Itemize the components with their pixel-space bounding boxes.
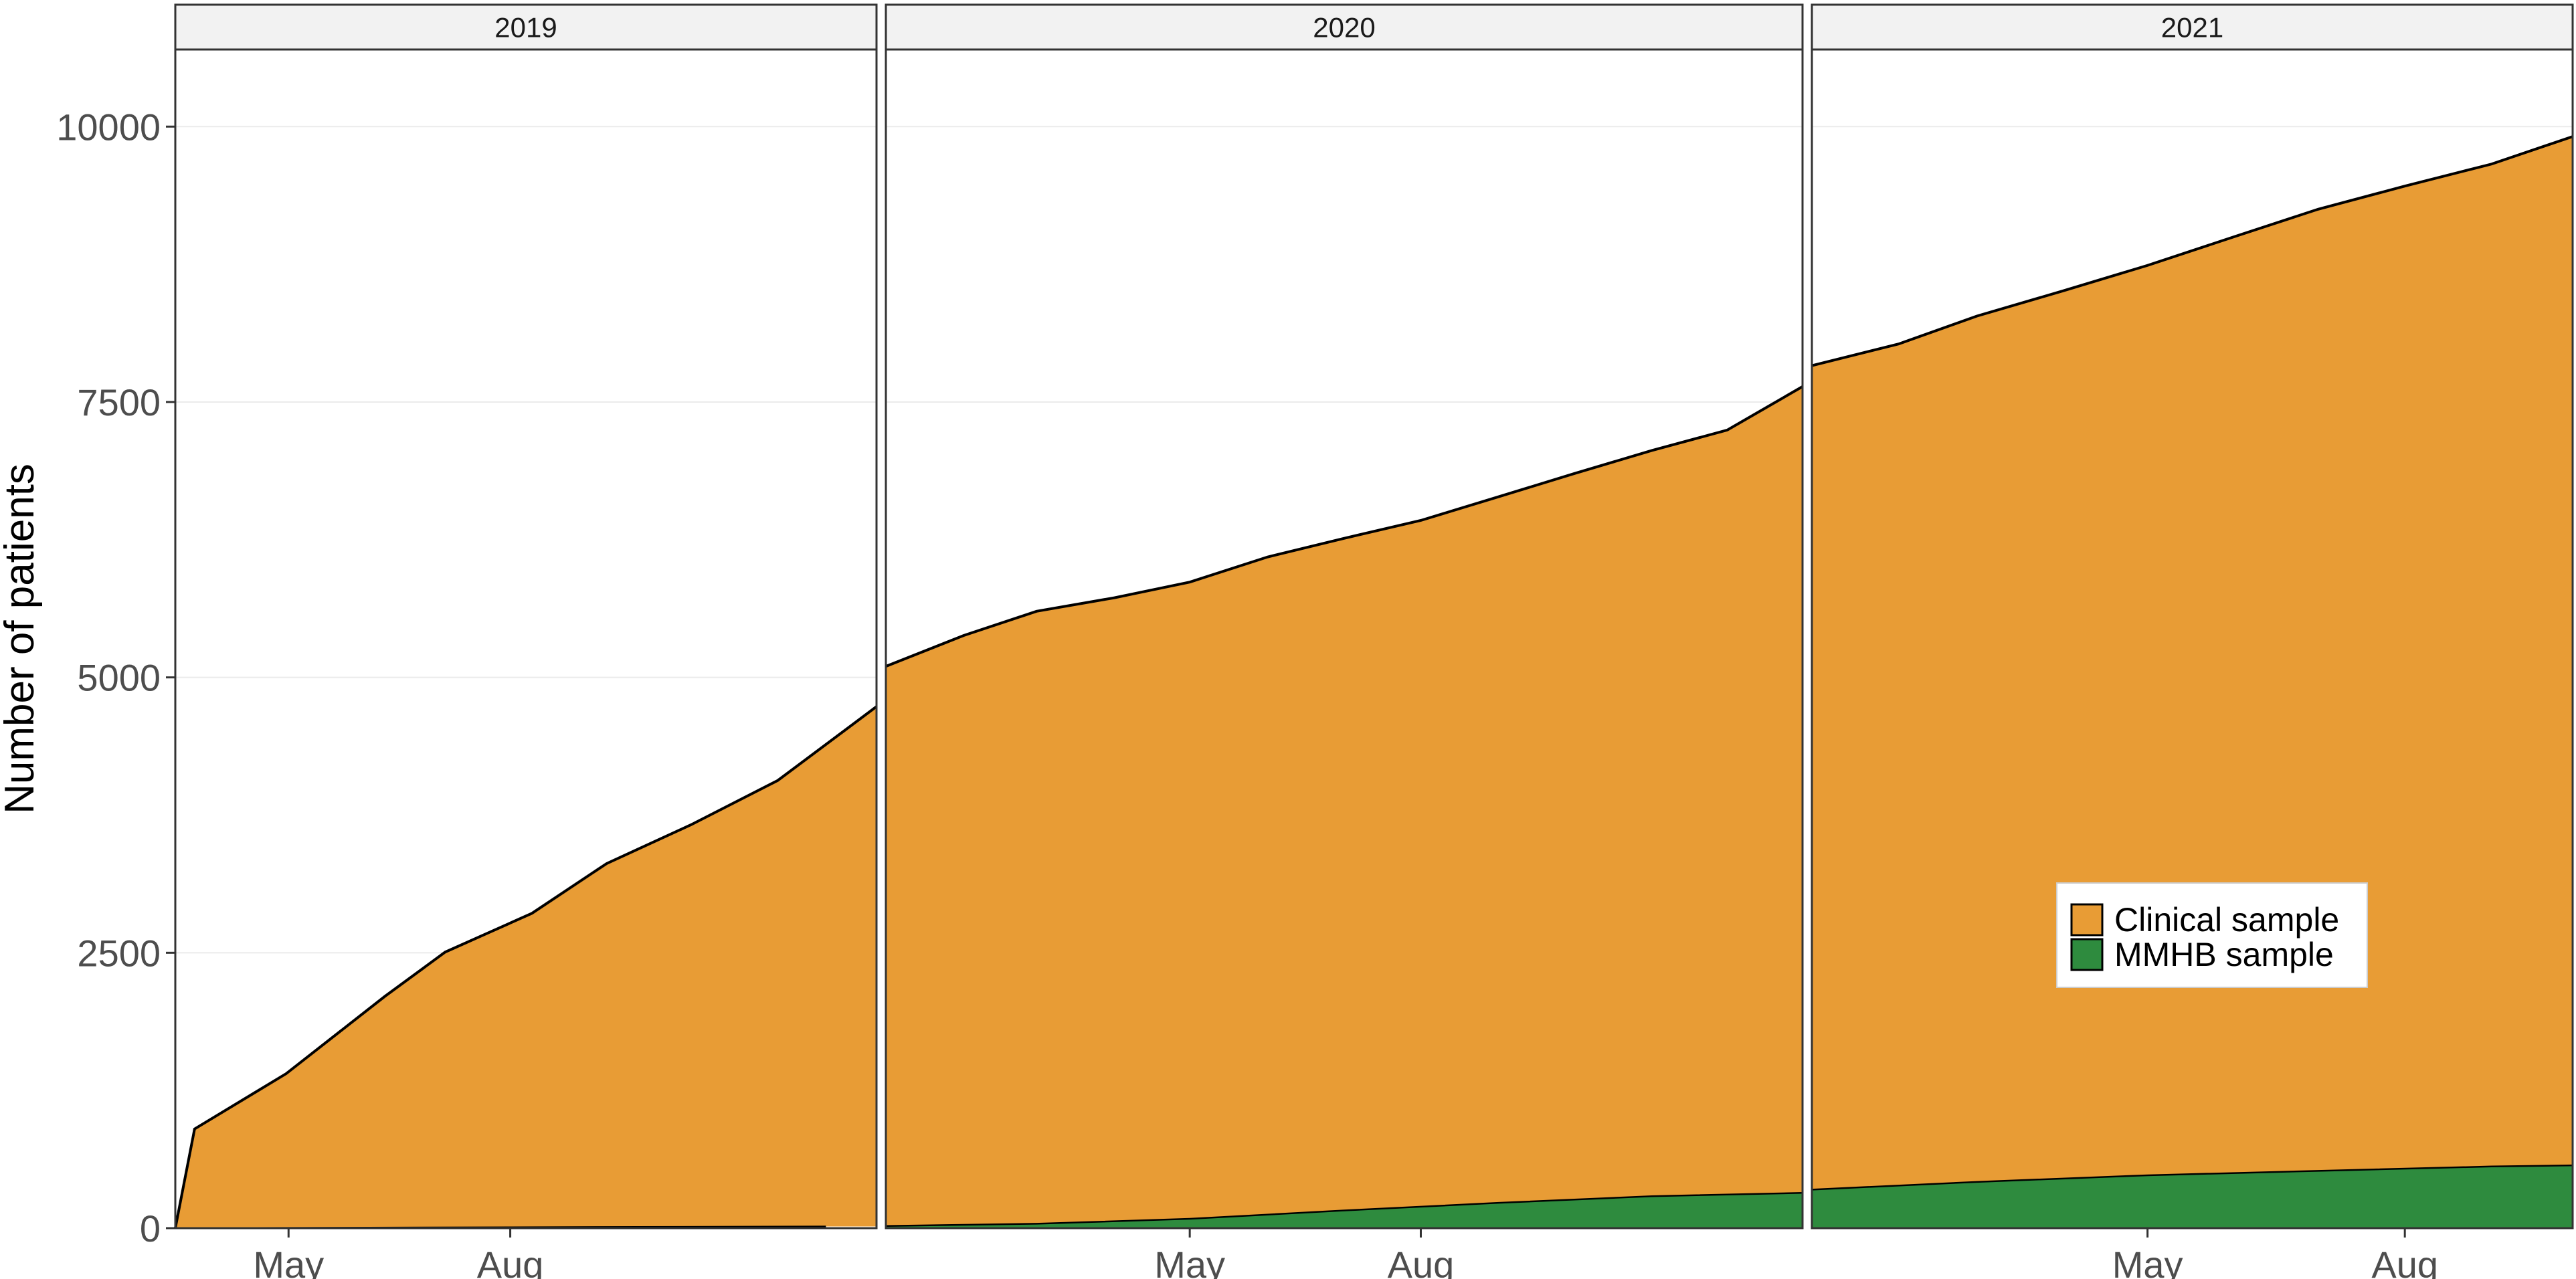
line-clinical-sample-2019 [174, 705, 878, 1229]
legend-box [2056, 882, 2368, 988]
facet-strip-label: 2020 [1313, 12, 1375, 43]
x-tick-label: May [1154, 1244, 1225, 1279]
line-clinical-sample-2021 [1811, 135, 2573, 367]
facet-strip [1811, 3, 2574, 51]
area-clinical-sample-2021 [1812, 136, 2573, 1190]
facet-strip [174, 3, 878, 51]
area-clinical-sample-2020 [886, 386, 1803, 1226]
facet-strip-label: 2021 [2161, 12, 2223, 43]
facet-panels: 2019 May Aug 2020 May Aug 2021 May Aug [174, 3, 2574, 1279]
x-tick-label: Aug [477, 1244, 544, 1279]
legend-label: MMHB sample [2114, 936, 2334, 973]
x-tick-label: Aug [2371, 1244, 2438, 1279]
legend-key [2070, 938, 2104, 971]
line-mmhb-sample-2020 [885, 1192, 1803, 1227]
y-tick-label: 10000 [56, 106, 161, 148]
y-axis-title: Number of patients [0, 464, 43, 814]
line-mmhb-sample-2021 [1811, 1164, 2573, 1191]
x-tick-label: May [253, 1244, 324, 1279]
legend-key [2070, 903, 2104, 937]
facet-panel-2021: 2021 May Aug [1811, 3, 2574, 1279]
y-tick-label: 7500 [77, 381, 161, 423]
facet-panel-2019: 2019 May Aug [174, 3, 878, 1279]
y-tick-label: 5000 [77, 657, 161, 699]
facet-strip-label: 2019 [494, 12, 557, 43]
x-tick-label: Aug [1388, 1244, 1455, 1279]
y-tick-label: 0 [140, 1207, 161, 1250]
x-tick-label: May [2112, 1244, 2183, 1279]
facet-strip [885, 3, 1804, 51]
line-clinical-sample-2020 [885, 385, 1804, 668]
y-tick-label: 2500 [77, 932, 161, 974]
y-axis-ticks: 0 2500 5000 7500 10000 [56, 106, 175, 1250]
area-clinical-sample-2019 [175, 706, 877, 1228]
facet-panel-2020: 2020 May Aug [885, 3, 1804, 1279]
legend-label: Clinical sample [2114, 901, 2339, 939]
